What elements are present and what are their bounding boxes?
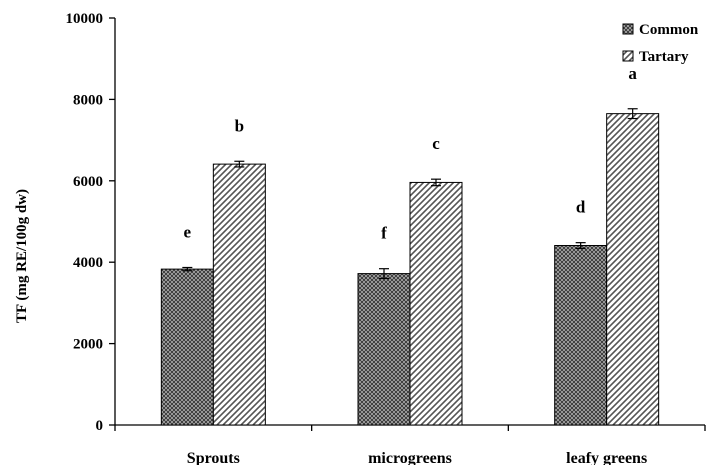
- y-axis: 0 2000 4000 6000 8000 10000: [66, 11, 116, 434]
- significance-letter: a: [628, 64, 637, 83]
- y-tick-label: 10000: [66, 11, 104, 27]
- y-tick-label: 0: [96, 418, 104, 434]
- significance-letter: e: [184, 222, 192, 241]
- y-axis-title: TF (mg RE/100g dw): [14, 189, 30, 323]
- significance-letter: f: [381, 224, 387, 243]
- x-category-label: leafy greens: [566, 450, 647, 465]
- bar-common: [554, 245, 608, 426]
- legend: Common Tartary: [622, 22, 699, 65]
- legend-swatch-tartary: [622, 50, 634, 62]
- bar-common: [357, 273, 411, 426]
- legend-label-tartary: Tartary: [639, 49, 689, 65]
- legend-swatch-common: [622, 23, 634, 35]
- significance-letter: d: [576, 198, 586, 217]
- bar-tartary: [409, 181, 463, 426]
- x-axis: Sprouts microgreens leafy greens: [114, 424, 706, 465]
- x-category-label: Sprouts: [187, 450, 240, 465]
- y-tick-label: 6000: [73, 174, 103, 190]
- y-tick-label: 2000: [73, 337, 103, 353]
- y-tick-label: 4000: [73, 255, 103, 271]
- bar-tartary: [212, 163, 266, 426]
- x-category-label: microgreens: [368, 450, 452, 465]
- legend-label-common: Common: [639, 22, 699, 38]
- bars: [160, 113, 660, 426]
- significance-letter: b: [235, 116, 244, 135]
- significance-letter: c: [432, 134, 440, 153]
- significance-labels: e b f c d a: [184, 64, 638, 243]
- bar-tartary: [606, 113, 660, 426]
- y-tick-label: 8000: [73, 92, 103, 108]
- bar-common: [160, 268, 214, 426]
- error-bars: [182, 108, 638, 280]
